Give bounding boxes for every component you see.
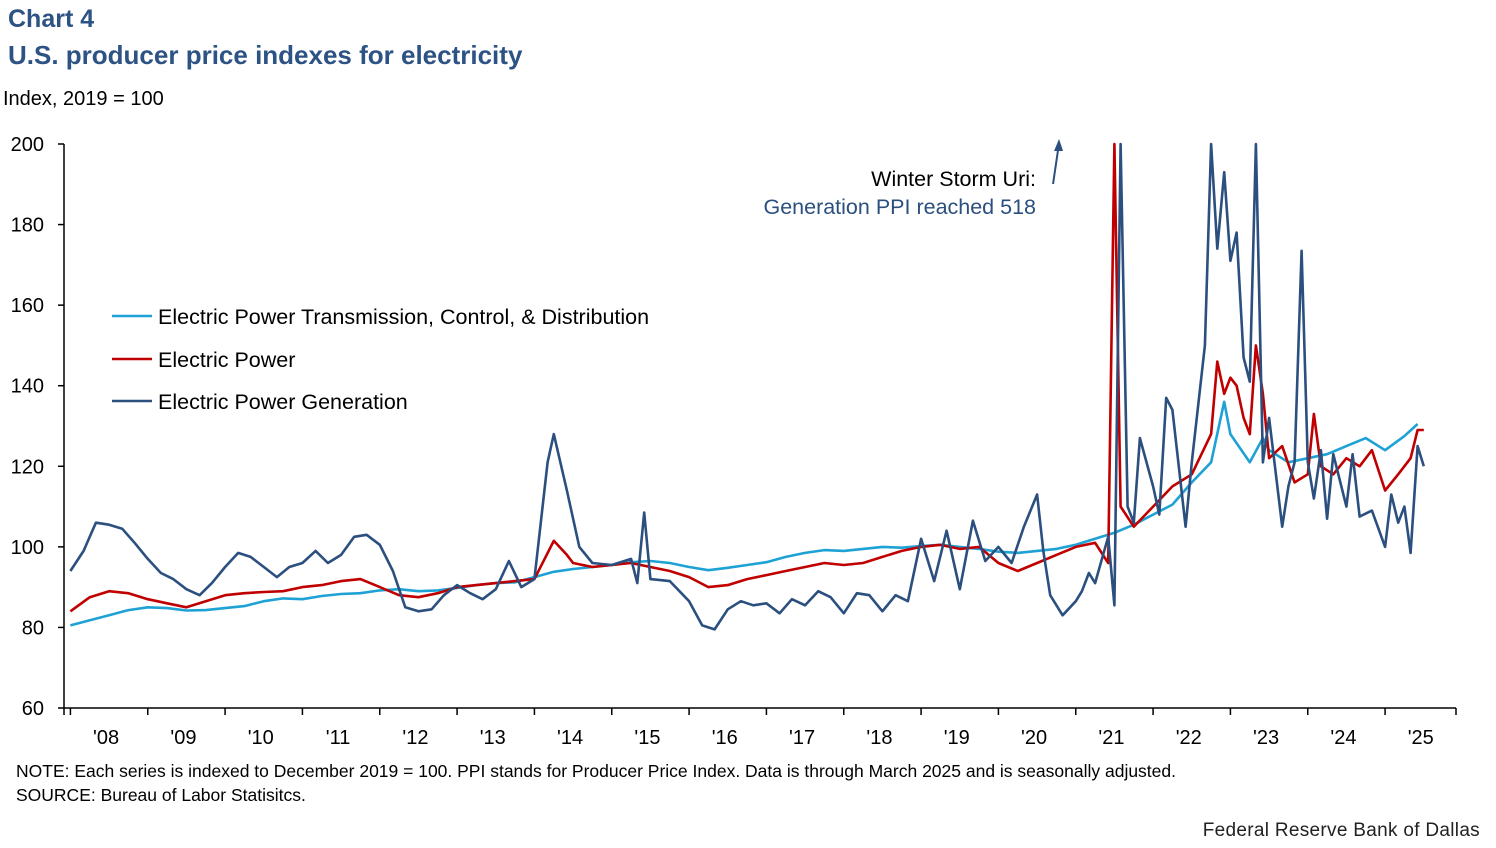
chart-number: Chart 4 bbox=[8, 5, 95, 33]
x-tick-label: '10 bbox=[248, 727, 274, 749]
x-tick-label: '25 bbox=[1408, 727, 1434, 749]
x-tick-label: '13 bbox=[480, 727, 506, 749]
x-tick-label: '18 bbox=[866, 727, 892, 749]
x-tick-label: '09 bbox=[170, 727, 196, 749]
annotation-line-1: Winter Storm Uri: bbox=[871, 167, 1036, 191]
y-tick-label: 180 bbox=[11, 215, 44, 237]
legend-label-2: Electric Power bbox=[158, 348, 295, 372]
legend-label-3: Electric Power Generation bbox=[158, 390, 408, 414]
x-tick-label: '15 bbox=[634, 727, 660, 749]
chart-title: U.S. producer price indexes for electric… bbox=[8, 40, 523, 70]
y-axis-unit-label: Index, 2019 = 100 bbox=[3, 88, 164, 110]
x-tick-label: '22 bbox=[1176, 727, 1202, 749]
x-tick-label: '20 bbox=[1021, 727, 1047, 749]
x-tick-label: '17 bbox=[789, 727, 815, 749]
y-tick-label: 120 bbox=[11, 456, 44, 478]
x-tick-label: '19 bbox=[944, 727, 970, 749]
footnote: NOTE: Each series is indexed to December… bbox=[16, 761, 1176, 781]
credit: Federal Reserve Bank of Dallas bbox=[1202, 820, 1480, 841]
y-axis: 60 80 100 120 140 160 180 200 bbox=[11, 134, 65, 720]
y-tick-label: 160 bbox=[11, 295, 44, 317]
x-axis: '08 '09 '10 '11 '12 '13 '14 '15 '16 '17 '18 '19 '20 '… bbox=[63, 707, 1457, 749]
x-tick-label: '16 bbox=[712, 727, 738, 749]
x-tick-label: '11 bbox=[326, 727, 351, 749]
legend: Electric Power Transmission, Control, & … bbox=[112, 305, 649, 414]
source-note: SOURCE: Bureau of Labor Statisitcs. bbox=[16, 785, 306, 805]
x-tick-label: '23 bbox=[1253, 727, 1279, 749]
annotation-line-2: Generation PPI reached 518 bbox=[763, 195, 1036, 219]
x-tick-label: '08 bbox=[93, 727, 119, 749]
x-tick-label: '12 bbox=[402, 727, 428, 749]
series-lines bbox=[69, 142, 1426, 631]
y-tick-label: 60 bbox=[22, 698, 44, 720]
y-tick-label: 100 bbox=[11, 537, 44, 559]
annotation: Winter Storm Uri: Generation PPI reached … bbox=[763, 139, 1064, 219]
series-line-2 bbox=[69, 142, 1424, 613]
annotation-arrow bbox=[1052, 149, 1060, 185]
x-tick-label: '14 bbox=[557, 727, 583, 749]
y-tick-label: 80 bbox=[22, 617, 44, 639]
x-tick-label: '21 bbox=[1098, 727, 1124, 749]
annotation-arrowhead bbox=[1054, 139, 1064, 151]
series-line-1 bbox=[70, 400, 1419, 627]
legend-label-1: Electric Power Transmission, Control, & … bbox=[158, 305, 649, 329]
y-tick-label: 200 bbox=[11, 134, 44, 156]
x-tick-label: '24 bbox=[1330, 727, 1356, 749]
y-tick-label: 140 bbox=[11, 376, 44, 398]
series-line-3 bbox=[69, 142, 1426, 631]
